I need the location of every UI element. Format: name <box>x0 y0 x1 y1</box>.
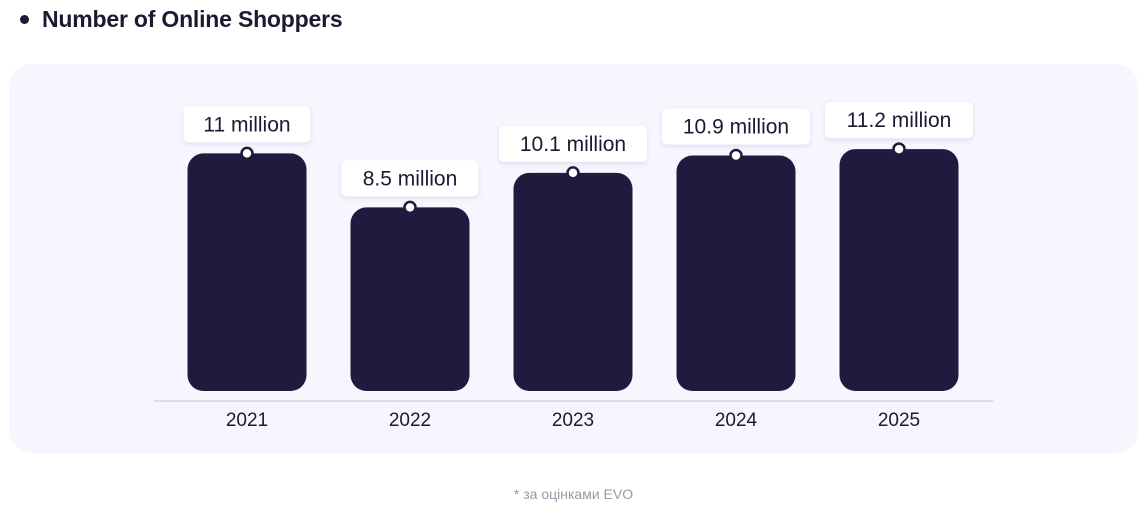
value-label-box <box>499 125 647 162</box>
x-tick-label: 2024 <box>715 410 758 431</box>
value-marker-dot <box>892 142 906 156</box>
value-marker-dot <box>403 200 417 215</box>
source-footnote: * за оцінками EVO <box>513 486 634 502</box>
chart-card: 11 million 2021 8.5 million 2022 10.1 millio… <box>9 64 1138 453</box>
bullet-icon <box>20 14 29 24</box>
bar-2022 <box>350 207 470 391</box>
value-marker-dot <box>240 146 254 161</box>
value-label-box <box>662 108 810 145</box>
bar-2021 <box>187 153 307 391</box>
value-label: 10.1 million <box>520 133 626 156</box>
bar-2024 <box>676 155 796 391</box>
bar-2025 <box>839 149 959 391</box>
value-marker-dot <box>566 166 580 180</box>
bar-2023 <box>513 172 633 391</box>
x-tick-label: 2022 <box>389 410 431 431</box>
value-label: 11.2 million <box>847 109 952 132</box>
value-label: 10.9 million <box>683 116 789 139</box>
value-label-box <box>825 102 973 139</box>
value-label-box <box>341 160 479 197</box>
chart-title: Number of Online Shoppers <box>42 5 343 32</box>
value-marker-dot <box>729 148 743 163</box>
x-tick-label: 2025 <box>878 410 920 431</box>
x-tick-label: 2023 <box>552 410 594 431</box>
value-label-box <box>183 106 311 143</box>
x-tick-label: 2021 <box>226 410 268 431</box>
value-label: 11 million <box>203 113 290 136</box>
bar-chart: 11 million 2021 8.5 million 2022 10.1 millio… <box>154 102 993 431</box>
section-heading: Number of Online Shoppers <box>20 4 343 34</box>
value-label: 8.5 million <box>363 167 458 190</box>
